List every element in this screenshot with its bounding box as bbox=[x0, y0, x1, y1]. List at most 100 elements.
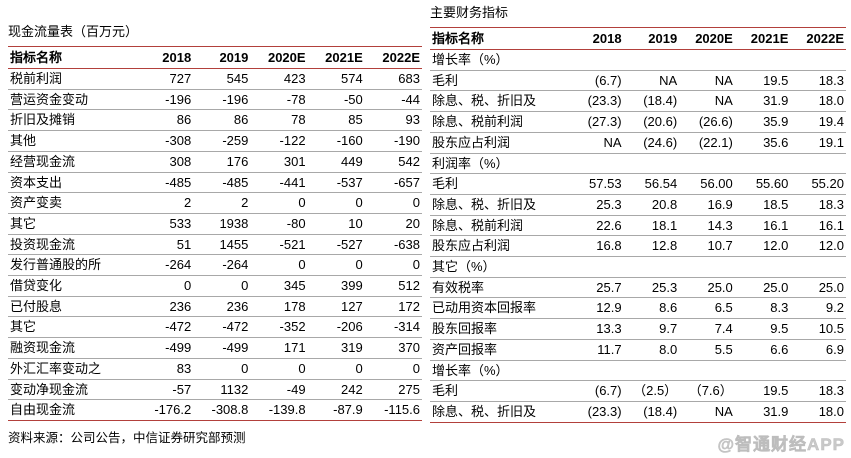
cell-value: 574 bbox=[307, 68, 365, 90]
cell-value: 11.7 bbox=[568, 339, 624, 361]
table-row: 除息、税、折旧及 (23.3) (18.4) NA 31.9 18.0 bbox=[430, 90, 846, 113]
cell-value: 5.5 bbox=[679, 339, 735, 361]
cell-value: -80 bbox=[250, 213, 308, 235]
cell-value: 2 bbox=[193, 192, 251, 214]
row-label: 已付股息 bbox=[8, 296, 136, 318]
row-label: 发行普通股的所 bbox=[8, 254, 136, 277]
cell-value: 545 bbox=[193, 68, 251, 90]
cell-value: 399 bbox=[307, 275, 365, 297]
row-label: 资产回报率 bbox=[430, 339, 568, 361]
cell-value: 171 bbox=[250, 337, 308, 359]
cell-value: -352 bbox=[250, 316, 308, 339]
cell-value: 18.1 bbox=[623, 215, 680, 237]
section-row: 其它（%） bbox=[430, 256, 846, 278]
cell-value: (23.3) bbox=[568, 90, 624, 113]
row-label: 利润率（%） bbox=[430, 153, 846, 175]
cell-value: 0 bbox=[250, 358, 308, 380]
cell-value: -176.2 bbox=[136, 399, 194, 421]
indicators-header-row: 指标名称 2018 2019 2020E 2021E 2022E bbox=[430, 27, 846, 50]
cell-value: 370 bbox=[364, 337, 422, 359]
cell-value: -472 bbox=[193, 316, 251, 339]
cell-value: NA bbox=[568, 132, 624, 154]
cell-value: 86 bbox=[193, 109, 251, 132]
cell-value: 8.6 bbox=[623, 297, 680, 320]
table-row: 投资现金流 51 1455 -521 -527 -638 bbox=[8, 234, 422, 256]
table-row: 已付股息 236 236 178 127 172 bbox=[8, 296, 422, 318]
cell-value: 31.9 bbox=[734, 90, 791, 113]
column-header-year: 2018 bbox=[136, 46, 194, 69]
cash-flow-table-title: 现金流量表（百万元） bbox=[8, 24, 139, 39]
cell-value: -472 bbox=[136, 316, 194, 339]
cash-flow-header-row: 指标名称 2018 2019 2020E 2021E 2022E bbox=[8, 46, 422, 69]
row-label: 股东应占利润 bbox=[430, 235, 568, 258]
cell-value: 20 bbox=[364, 213, 422, 235]
cell-value: 18.3 bbox=[790, 70, 846, 92]
section-row: 利润率（%） bbox=[430, 153, 846, 175]
cell-value: 9.7 bbox=[623, 318, 680, 340]
table-row: 其它 533 1938 -80 10 20 bbox=[8, 213, 422, 235]
cell-value: 6.6 bbox=[734, 339, 791, 361]
cell-value: 0 bbox=[193, 275, 251, 297]
cell-value: 0 bbox=[364, 254, 422, 277]
cell-value: 236 bbox=[136, 296, 194, 318]
table-row: 自由现金流 -176.2 -308.8 -139.8 -87.9 -115.6 bbox=[8, 399, 422, 421]
cell-value: 12.0 bbox=[734, 235, 791, 258]
cell-value: 93 bbox=[364, 109, 422, 132]
cell-value: -57 bbox=[136, 379, 194, 401]
row-label: 投资现金流 bbox=[8, 234, 136, 256]
cell-value: 16.1 bbox=[734, 215, 791, 237]
cell-value: 55.20 bbox=[790, 173, 846, 195]
cell-value: 512 bbox=[364, 275, 422, 297]
cell-value: -264 bbox=[193, 254, 251, 277]
cell-value: 12.9 bbox=[568, 297, 624, 320]
table-row: 借贷变化 0 0 345 399 512 bbox=[8, 275, 422, 297]
cell-value: 25.0 bbox=[734, 277, 791, 299]
row-label: 外汇汇率变动之 bbox=[8, 358, 136, 380]
cell-value: -485 bbox=[193, 172, 251, 194]
cell-value: 542 bbox=[364, 151, 422, 173]
cell-value: 18.0 bbox=[790, 90, 846, 113]
table-row: 资本支出 -485 -485 -441 -537 -657 bbox=[8, 172, 422, 194]
cell-value: 56.00 bbox=[679, 173, 735, 195]
row-label: 资本支出 bbox=[8, 172, 136, 194]
cell-value: (24.6) bbox=[623, 132, 680, 154]
cell-value: -314 bbox=[364, 316, 422, 339]
table-row: 营运资金变动 -196 -196 -78 -50 -44 bbox=[8, 89, 422, 111]
cell-value: 727 bbox=[136, 68, 194, 90]
cell-value: 18.5 bbox=[734, 194, 791, 216]
cell-value: 9.2 bbox=[790, 297, 846, 320]
cell-value: 1455 bbox=[193, 234, 251, 256]
cell-value: NA bbox=[679, 401, 735, 423]
table-row: 除息、税前利润 (27.3) (20.6) (26.6) 35.9 19.4 bbox=[430, 111, 846, 133]
cell-value: 423 bbox=[250, 68, 308, 90]
watermark: @智通财经APP bbox=[717, 435, 845, 455]
cell-value: 0 bbox=[136, 275, 194, 297]
cell-value: -206 bbox=[307, 316, 365, 339]
table-row: 税前利润 727 545 423 574 683 bbox=[8, 68, 422, 90]
table-row: 除息、税、折旧及 25.3 20.8 16.9 18.5 18.3 bbox=[430, 194, 846, 216]
row-label: 借贷变化 bbox=[8, 275, 136, 297]
cell-value: -49 bbox=[250, 379, 308, 401]
table-row: 有效税率 25.7 25.3 25.0 25.0 25.0 bbox=[430, 277, 846, 299]
cell-value: 18.3 bbox=[790, 380, 846, 402]
cell-value: 275 bbox=[364, 379, 422, 401]
cell-value: -87.9 bbox=[307, 399, 365, 421]
cell-value: (22.1) bbox=[679, 132, 735, 154]
cell-value: 78 bbox=[250, 109, 308, 132]
row-label: 其它（%） bbox=[430, 256, 846, 278]
row-label: 融资现金流 bbox=[8, 337, 136, 359]
cell-value: 16.9 bbox=[679, 194, 735, 216]
cell-value: -160 bbox=[307, 130, 365, 152]
table-row: 毛利 (6.7) NA NA 19.5 18.3 bbox=[430, 70, 846, 92]
cell-value: 176 bbox=[193, 151, 251, 173]
cell-value: 19.1 bbox=[790, 132, 846, 154]
row-label: 其它 bbox=[8, 316, 136, 339]
column-header-label: 指标名称 bbox=[8, 46, 136, 69]
cell-value: 242 bbox=[307, 379, 365, 401]
table-row: 除息、税前利润 22.6 18.1 14.3 16.1 16.1 bbox=[430, 215, 846, 237]
cell-value: 127 bbox=[307, 296, 365, 318]
cell-value: -308.8 bbox=[193, 399, 251, 421]
table-row: 毛利 57.53 56.54 56.00 55.60 55.20 bbox=[430, 173, 846, 195]
cell-value: (18.4) bbox=[623, 401, 680, 423]
table-row: 已动用资本回报率 12.9 8.6 6.5 8.3 9.2 bbox=[430, 297, 846, 320]
